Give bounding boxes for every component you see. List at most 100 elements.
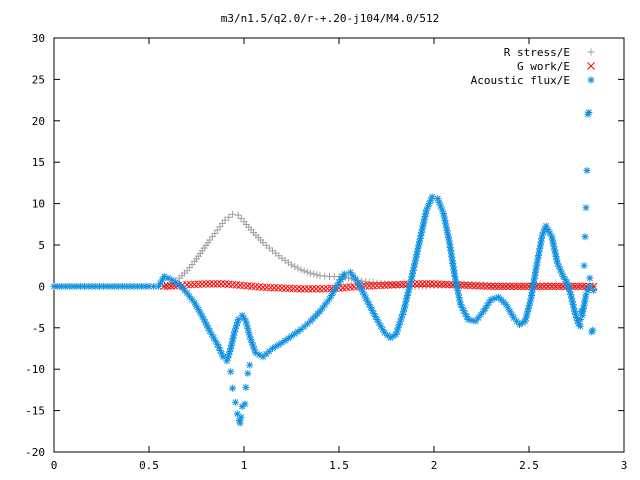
data-point [426,280,435,288]
data-point [247,282,256,291]
data-point [297,325,305,333]
y-tick-label: 0 [38,280,45,293]
series-0 [160,210,598,290]
data-point [585,109,593,117]
legend-label: G work/E [517,60,570,73]
data-point [319,284,328,293]
data-point [555,282,564,291]
data-point [190,280,199,289]
data-point [242,317,250,325]
data-point [224,280,233,289]
data-point [236,281,245,290]
data-point [494,282,503,291]
data-point [198,280,207,288]
x-tick-label: 0.5 [139,459,159,472]
data-point [321,301,329,309]
data-point [262,283,271,292]
data-point [194,280,203,289]
data-point [544,282,552,291]
data-point [396,317,404,325]
data-point [221,216,229,224]
data-point [316,285,324,293]
data-point [217,280,226,288]
data-point [571,307,579,315]
series-3 [227,109,597,427]
data-point [346,268,354,276]
data-point [247,335,255,343]
data-point [225,213,233,221]
data-point [281,284,290,293]
data-point [310,270,318,278]
data-point [540,282,549,291]
data-point [568,297,576,305]
data-point [323,284,332,293]
data-point [240,281,248,290]
data-point [577,307,585,315]
data-point [371,312,379,320]
data-point [346,283,355,291]
data-point [237,413,245,421]
data-point [303,268,311,276]
data-point [422,280,431,288]
data-point [342,283,351,292]
data-point [513,282,522,291]
data-point [307,269,314,277]
data-point [244,369,252,377]
data-point [487,296,495,304]
data-point [399,311,407,319]
data-point [202,280,210,288]
data-point [227,368,235,376]
data-point [229,210,237,218]
data-point [521,282,530,291]
legend-marker [587,48,595,56]
data-point [509,282,518,291]
data-point [229,384,237,392]
data-point [392,330,400,338]
data-point [244,325,252,333]
data-point [582,204,590,212]
x-tick-label: 1.5 [329,459,349,472]
data-point [578,282,587,291]
x-tick-label: 0 [51,459,58,472]
data-point [172,278,180,286]
data-point [580,262,588,270]
data-point [506,282,514,291]
data-point [551,249,559,257]
data-point [243,321,251,329]
data-point [312,285,321,293]
data-point [243,282,252,290]
x-tick-label: 1 [241,459,248,472]
y-tick-label: 15 [32,156,45,169]
data-point [517,282,526,291]
legend-label: Acoustic flux/E [471,74,570,87]
data-point [231,398,239,406]
data-point [168,276,176,284]
data-point [288,261,295,269]
legend-marker [587,76,595,84]
data-point [547,282,556,291]
data-point [232,281,241,289]
data-point [241,400,249,408]
data-point [589,326,597,334]
data-point [291,263,299,271]
chart-title: m3/n1.5/q2.0/r-+.20-j104/M4.0/512 [221,12,440,25]
y-tick-label: -5 [32,322,45,335]
data-point [308,285,317,293]
data-point [304,285,313,293]
data-point [428,193,436,201]
legend-label: R stress/E [504,46,570,59]
data-point [300,267,308,275]
data-point [228,280,237,289]
data-point [285,284,294,293]
data-point [294,264,302,272]
y-tick-label: -10 [25,363,45,376]
data-point [242,383,250,391]
data-point [487,282,495,291]
data-point [289,284,298,293]
data-point [221,280,229,288]
data-point [300,285,309,293]
y-tick-label: 5 [38,239,45,252]
data-point [590,287,598,295]
